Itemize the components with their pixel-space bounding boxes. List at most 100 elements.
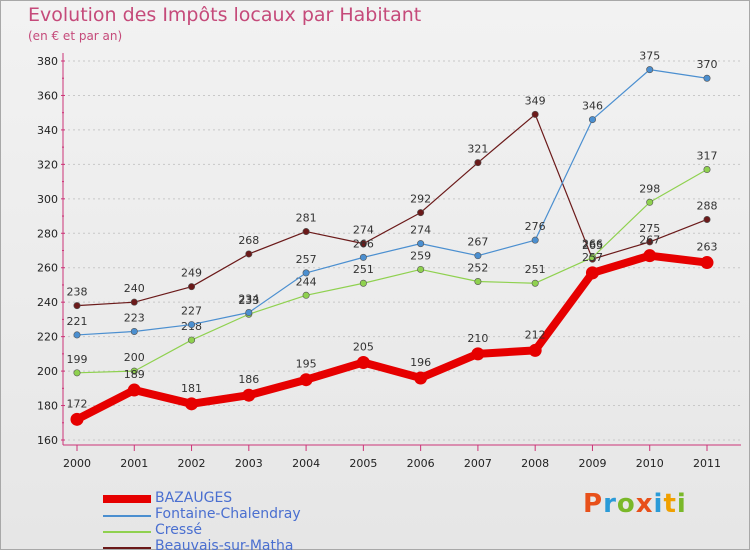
legend-label-cress-: Cressé <box>155 522 203 538</box>
data-label-bazauges-2000: 172 <box>67 397 88 410</box>
y-tick-label-220: 220 <box>37 331 58 344</box>
data-label-cress--2004: 244 <box>296 275 317 288</box>
data-point-beauvais-sur-matha-2006 <box>417 209 425 217</box>
data-label-fontaine-chalendray-2010: 375 <box>639 50 660 63</box>
legend-swatch-beauvais-sur-matha <box>103 547 151 549</box>
y-tick-label-340: 340 <box>37 124 58 137</box>
data-point-cress--2005 <box>359 279 367 287</box>
data-label-beauvais-sur-matha-2002: 249 <box>181 267 202 280</box>
data-label-cress--2007: 252 <box>467 262 488 275</box>
data-point-cress--2008 <box>531 279 539 287</box>
data-point-fontaine-chalendray-2010 <box>646 66 654 74</box>
data-label-bazauges-2006: 196 <box>410 356 431 369</box>
series-line-beauvais-sur-matha <box>76 113 708 307</box>
data-point-cress--2004 <box>302 291 310 299</box>
data-point-bazauges-2000 <box>70 412 84 426</box>
data-label-cress--2003: 233 <box>238 294 259 307</box>
data-label-fontaine-chalendray-2000: 221 <box>67 315 88 328</box>
data-point-bazauges-2001 <box>127 383 141 397</box>
x-tick-label-2005: 2005 <box>349 457 377 470</box>
data-point-bazauges-2004 <box>299 373 313 387</box>
data-point-cress--2002 <box>188 336 196 344</box>
data-point-fontaine-chalendray-2009 <box>588 116 596 124</box>
legend-swatch-fontaine-chalendray <box>103 515 151 517</box>
data-point-fontaine-chalendray-2003 <box>245 309 253 317</box>
chart-subtitle: (en € et par an) <box>28 29 123 43</box>
data-label-fontaine-chalendray-2002: 227 <box>181 305 202 318</box>
data-point-beauvais-sur-matha-2003 <box>245 250 253 258</box>
proxiti-logo: Proxiti <box>583 489 687 519</box>
data-label-cress--2010: 298 <box>639 182 660 195</box>
data-label-beauvais-sur-matha-2008: 349 <box>525 94 546 107</box>
data-label-fontaine-chalendray-2003: 234 <box>238 293 259 306</box>
data-point-fontaine-chalendray-2007 <box>474 252 482 260</box>
x-tick-label-2001: 2001 <box>120 457 148 470</box>
data-point-beauvais-sur-matha-2011 <box>703 215 711 223</box>
series-line-bazauges <box>73 251 711 424</box>
data-point-bazauges-2009 <box>585 266 599 280</box>
y-tick-label-260: 260 <box>37 262 58 275</box>
data-label-beauvais-sur-matha-2011: 288 <box>697 199 718 212</box>
data-label-cress--2009: 266 <box>582 237 603 250</box>
data-label-beauvais-sur-matha-2007: 321 <box>467 143 488 156</box>
y-tick-label-380: 380 <box>37 55 58 68</box>
data-label-fontaine-chalendray-2008: 276 <box>525 220 546 233</box>
data-point-fontaine-chalendray-2006 <box>417 240 425 248</box>
data-label-bazauges-2003: 186 <box>238 373 259 386</box>
logo-letter: i <box>653 489 664 519</box>
data-label-fontaine-chalendray-2001: 223 <box>124 311 145 324</box>
x-tick-label-2009: 2009 <box>578 457 606 470</box>
data-label-cress--2001: 200 <box>124 351 145 364</box>
legend-label-beauvais-sur-matha: Beauvais-sur-Matha <box>155 538 294 554</box>
x-tick-label-2007: 2007 <box>464 457 492 470</box>
data-point-fontaine-chalendray-2001 <box>130 327 138 335</box>
data-label-cress--2006: 259 <box>410 249 431 262</box>
data-point-fontaine-chalendray-2004 <box>302 269 310 277</box>
y-tick-label-200: 200 <box>37 365 58 378</box>
data-label-beauvais-sur-matha-2010: 275 <box>639 222 660 235</box>
data-label-beauvais-sur-matha-2005: 274 <box>353 224 374 237</box>
x-tick-label-2006: 2006 <box>407 457 435 470</box>
data-label-bazauges-2011: 263 <box>697 241 718 254</box>
data-label-beauvais-sur-matha-2003: 268 <box>238 234 259 247</box>
data-label-fontaine-chalendray-2007: 267 <box>467 236 488 249</box>
y-tick-label-320: 320 <box>37 158 58 171</box>
legend-swatch-cress- <box>103 531 151 533</box>
data-point-cress--2007 <box>474 278 482 286</box>
logo-letter: o <box>616 489 636 519</box>
data-point-fontaine-chalendray-2011 <box>703 74 711 82</box>
legend-label-bazauges: BAZAUGES <box>155 490 233 506</box>
y-tick-label-240: 240 <box>37 296 58 309</box>
data-point-cress--2011 <box>703 166 711 174</box>
y-tick-label-280: 280 <box>37 227 58 240</box>
data-label-beauvais-sur-matha-2006: 292 <box>410 193 431 206</box>
logo-letter: t <box>663 489 677 519</box>
data-point-beauvais-sur-matha-2002 <box>188 283 196 291</box>
data-label-fontaine-chalendray-2005: 266 <box>353 237 374 250</box>
x-tick-label-2002: 2002 <box>178 457 206 470</box>
data-label-bazauges-2010: 267 <box>639 234 660 247</box>
data-label-cress--2000: 199 <box>67 353 88 366</box>
data-label-beauvais-sur-matha-2004: 281 <box>296 212 317 225</box>
data-point-cress--2010 <box>646 198 654 206</box>
data-label-beauvais-sur-matha-2009: 265 <box>582 239 603 252</box>
data-label-bazauges-2001: 189 <box>124 368 145 381</box>
data-label-fontaine-chalendray-2006: 274 <box>410 224 431 237</box>
legend-label-fontaine-chalendray: Fontaine-Chalendray <box>155 506 301 522</box>
data-label-cress--2008: 251 <box>525 263 546 276</box>
data-point-bazauges-2008 <box>528 343 542 357</box>
data-point-cress--2009 <box>588 253 596 261</box>
y-tick-label-180: 180 <box>37 400 58 413</box>
data-point-bazauges-2006 <box>414 371 428 385</box>
data-point-fontaine-chalendray-2008 <box>531 236 539 244</box>
data-point-bazauges-2010 <box>643 249 657 263</box>
data-label-fontaine-chalendray-2009: 346 <box>582 100 603 113</box>
data-point-beauvais-sur-matha-2004 <box>302 228 310 236</box>
data-point-fontaine-chalendray-2000 <box>73 331 81 339</box>
data-point-fontaine-chalendray-2005 <box>359 253 367 261</box>
data-point-fontaine-chalendray-2002 <box>188 321 196 329</box>
data-label-fontaine-chalendray-2004: 257 <box>296 253 317 266</box>
data-point-bazauges-2002 <box>185 397 199 411</box>
